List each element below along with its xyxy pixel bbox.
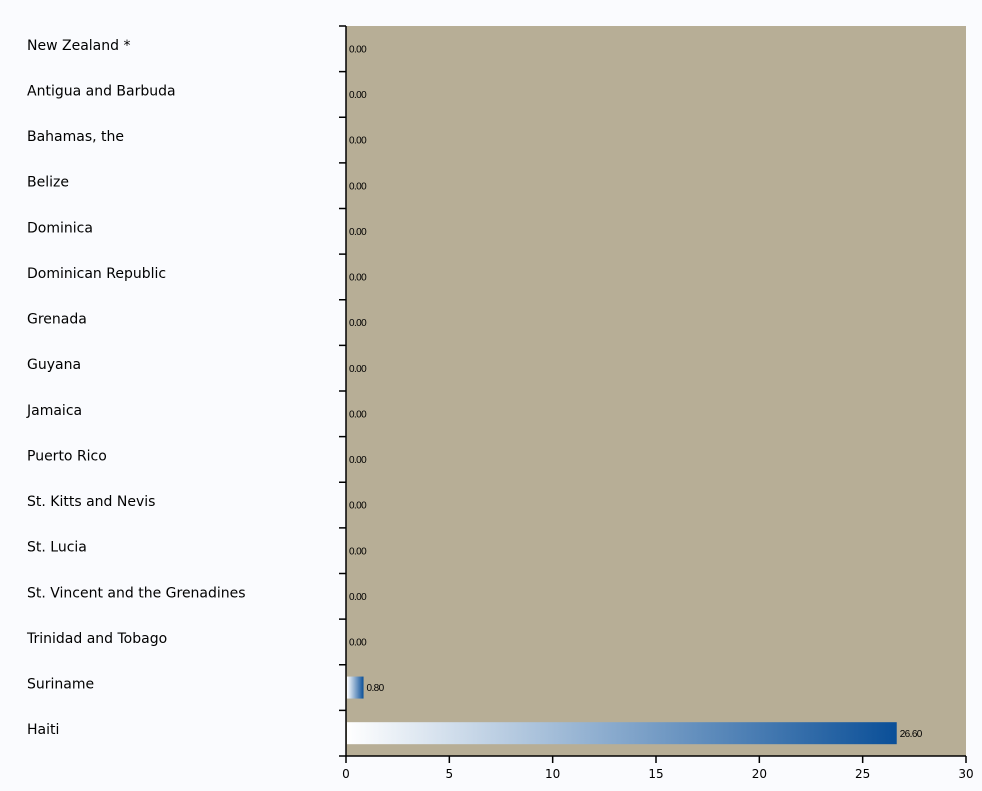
x-tick-label: 0 [342, 767, 350, 781]
category-label: New Zealand * [27, 38, 130, 54]
data-label: 26.60 [900, 729, 923, 740]
data-label: 0.00 [349, 638, 367, 649]
category-label: Dominican Republic [27, 266, 166, 282]
data-label: 0.00 [349, 318, 367, 329]
bar [347, 676, 364, 699]
x-tick-label: 25 [855, 767, 870, 781]
category-label: Trinidad and Tobago [26, 631, 167, 647]
category-label: Grenada [27, 312, 87, 328]
category-label: St. Kitts and Nevis [27, 494, 155, 510]
data-label: 0.00 [349, 44, 367, 55]
labels-group: New Zealand * 0.00 Antigua and Barbuda 0.00… [26, 38, 923, 740]
category-label: Puerto Rico [27, 448, 107, 464]
x-tick-label: 10 [545, 767, 560, 781]
data-label: 0.00 [349, 273, 367, 284]
category-label: Antigua and Barbuda [27, 83, 176, 99]
data-label: 0.00 [349, 136, 367, 147]
category-label: Haiti [27, 722, 59, 738]
x-tick-label: 15 [648, 767, 663, 781]
category-label: Belize [27, 175, 69, 191]
category-label: Bahamas, the [27, 129, 124, 145]
category-label: Suriname [27, 677, 94, 693]
category-label: St. Lucia [27, 540, 87, 556]
x-tick-label: 20 [752, 767, 767, 781]
x-tick-label: 30 [958, 767, 973, 781]
data-label: 0.00 [349, 409, 367, 420]
data-label: 0.00 [349, 592, 367, 603]
data-label: 0.00 [349, 455, 367, 466]
category-label: St. Vincent and the Grenadines [27, 585, 246, 601]
axes-group: 0 5 10 15 20 25 30 [339, 25, 974, 781]
plot-area-background [346, 26, 966, 756]
bars-group [347, 676, 897, 745]
data-label: 0.00 [349, 227, 367, 238]
category-label: Jamaica [26, 403, 82, 419]
data-label: 0.00 [349, 546, 367, 557]
data-label: 0.80 [367, 683, 385, 694]
bar [347, 722, 897, 745]
data-label: 0.00 [349, 90, 367, 101]
category-label: Dominica [27, 220, 93, 236]
data-label: 0.00 [349, 501, 367, 512]
data-label: 0.00 [349, 181, 367, 192]
category-label: Guyana [27, 357, 81, 373]
data-label: 0.00 [349, 364, 367, 375]
x-tick-label: 5 [446, 767, 454, 781]
